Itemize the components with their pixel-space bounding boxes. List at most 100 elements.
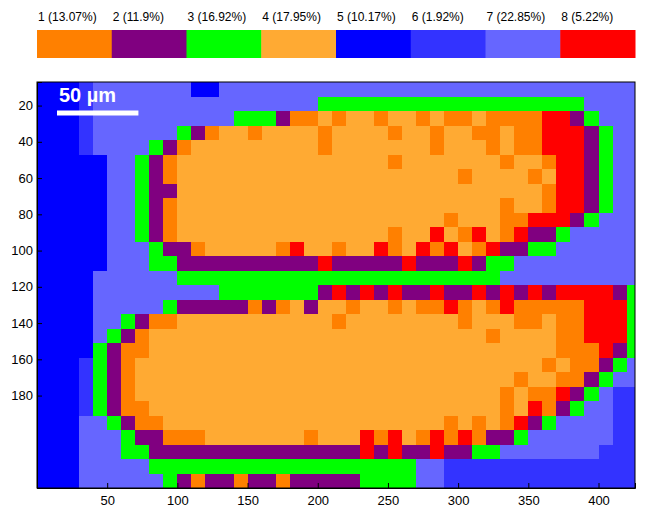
cluster-cell [121, 401, 136, 416]
cluster-cell [346, 459, 361, 474]
cluster-cell [613, 82, 628, 97]
cluster-cell [346, 155, 361, 170]
cluster-cell [37, 445, 52, 460]
cluster-cell [444, 213, 459, 228]
cluster-cell [514, 445, 529, 460]
cluster-cell [472, 213, 487, 228]
cluster-cell [163, 169, 178, 184]
cluster-cell [528, 242, 543, 257]
cluster-cell [430, 242, 445, 257]
cluster-cell [430, 329, 445, 344]
cluster-cell [374, 459, 389, 474]
cluster-cell [556, 300, 571, 315]
cluster-cell [402, 213, 417, 228]
cluster-cell [444, 300, 459, 315]
cluster-cell [599, 372, 614, 387]
cluster-cell [107, 285, 122, 300]
cluster-cell [191, 300, 206, 315]
cluster-cell [163, 474, 178, 489]
cluster-cell [542, 445, 557, 460]
x-tick-mark [388, 483, 389, 488]
y-tick-mark [37, 142, 42, 143]
cluster-cell [65, 140, 80, 155]
cluster-cell [163, 416, 178, 431]
cluster-cell [205, 82, 220, 97]
cluster-cell [430, 314, 445, 329]
cluster-cell [430, 256, 445, 271]
cluster-cell [191, 242, 206, 257]
cluster-cell [486, 474, 501, 489]
cluster-cell [304, 271, 319, 286]
cluster-cell [205, 140, 220, 155]
cluster-cell [360, 358, 375, 373]
cluster-cell [500, 343, 515, 358]
cluster-cell [79, 358, 94, 373]
cluster-cell [177, 169, 192, 184]
cluster-cell [205, 358, 220, 373]
cluster-cell [374, 97, 389, 112]
cluster-cell [542, 111, 557, 126]
cluster-cell [514, 242, 529, 257]
cluster-cell [514, 198, 529, 213]
cluster-cell [444, 227, 459, 242]
cluster-cell [304, 198, 319, 213]
cluster-cell [177, 213, 192, 228]
cluster-cell [177, 300, 192, 315]
cluster-cell [219, 155, 234, 170]
cluster-cell [234, 329, 249, 344]
cluster-cell [262, 401, 277, 416]
cluster-cell [542, 474, 557, 489]
cluster-cell [290, 198, 305, 213]
cluster-cell [374, 329, 389, 344]
cluster-cell [276, 97, 291, 112]
cluster-cell [163, 97, 178, 112]
cluster-cell [163, 445, 178, 460]
cluster-cell [374, 445, 389, 460]
cluster-cell [290, 126, 305, 141]
cluster-cell [149, 343, 164, 358]
cluster-cell [177, 126, 192, 141]
cluster-cell [486, 256, 501, 271]
cluster-cell [430, 198, 445, 213]
cluster-cell [514, 227, 529, 242]
cluster-cell [248, 314, 263, 329]
cluster-cell [416, 416, 431, 431]
cluster-cell [416, 430, 431, 445]
cluster-cell [318, 343, 333, 358]
cluster-cell [191, 372, 206, 387]
cluster-cell [556, 271, 571, 286]
cluster-cell [318, 256, 333, 271]
cluster-cell [37, 155, 52, 170]
cluster-cell [332, 126, 347, 141]
cluster-cell [93, 126, 108, 141]
cluster-cell [121, 184, 136, 199]
cluster-cell [570, 97, 585, 112]
cluster-cell [500, 184, 515, 199]
cluster-cell [599, 126, 614, 141]
cluster-cell [177, 184, 192, 199]
cluster-cell [444, 474, 459, 489]
cluster-cell [528, 111, 543, 126]
cluster-cell [290, 213, 305, 228]
cluster-cell [388, 445, 403, 460]
cluster-cell [528, 372, 543, 387]
cluster-cell [430, 126, 445, 141]
cluster-cell [234, 358, 249, 373]
cluster-cell [177, 111, 192, 126]
cluster-cell [486, 445, 501, 460]
cluster-cell [486, 97, 501, 112]
cluster-cell [65, 387, 80, 402]
cluster-cell [135, 126, 150, 141]
cluster-cell [514, 111, 529, 126]
cluster-cell [458, 416, 473, 431]
cluster-cell [346, 184, 361, 199]
cluster-cell [121, 416, 136, 431]
cluster-cell [276, 213, 291, 228]
cluster-cell [332, 387, 347, 402]
cluster-cell [163, 372, 178, 387]
cluster-cell [276, 285, 291, 300]
cluster-cell [599, 358, 614, 373]
cluster-cell [135, 314, 150, 329]
cluster-cell [402, 184, 417, 199]
x-tick: 250 [378, 483, 400, 508]
